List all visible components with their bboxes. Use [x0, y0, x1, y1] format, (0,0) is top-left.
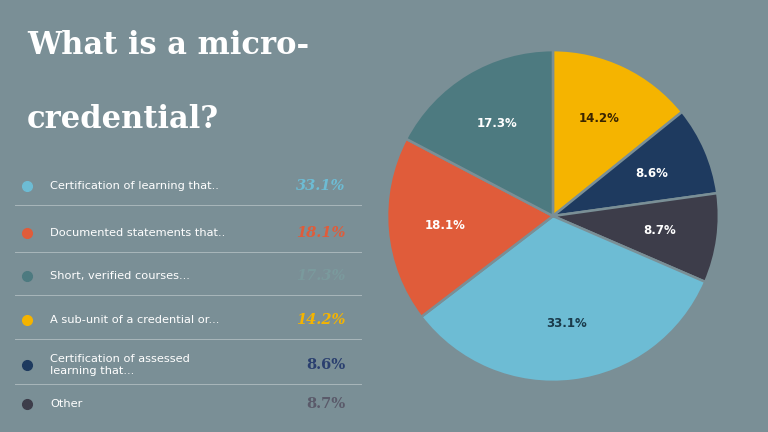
- Text: 17.3%: 17.3%: [296, 270, 346, 283]
- Text: 14.2%: 14.2%: [579, 112, 620, 125]
- Text: Short, verified courses...: Short, verified courses...: [50, 271, 190, 282]
- Wedge shape: [387, 139, 553, 317]
- Text: A sub-unit of a credential or...: A sub-unit of a credential or...: [50, 314, 220, 325]
- Text: 17.3%: 17.3%: [477, 117, 518, 130]
- Text: Certification of learning that..: Certification of learning that..: [50, 181, 219, 191]
- Text: What is a micro-: What is a micro-: [27, 30, 309, 61]
- Text: 18.1%: 18.1%: [296, 226, 346, 240]
- Text: 8.7%: 8.7%: [644, 224, 676, 237]
- Wedge shape: [406, 50, 553, 216]
- Text: Other: Other: [50, 399, 82, 409]
- Wedge shape: [421, 216, 705, 382]
- Wedge shape: [553, 112, 717, 216]
- Text: Documented statements that..: Documented statements that..: [50, 228, 225, 238]
- Text: credential?: credential?: [27, 104, 219, 135]
- Text: 8.7%: 8.7%: [306, 397, 346, 411]
- Wedge shape: [553, 50, 682, 216]
- Text: 14.2%: 14.2%: [296, 313, 346, 327]
- Text: 8.6%: 8.6%: [306, 358, 346, 372]
- Text: 33.1%: 33.1%: [296, 179, 346, 193]
- Text: Certification of assessed
learning that...: Certification of assessed learning that.…: [50, 354, 190, 376]
- Text: 18.1%: 18.1%: [425, 219, 466, 232]
- Text: 8.6%: 8.6%: [635, 167, 668, 180]
- Text: 33.1%: 33.1%: [546, 317, 587, 330]
- Wedge shape: [553, 193, 719, 282]
